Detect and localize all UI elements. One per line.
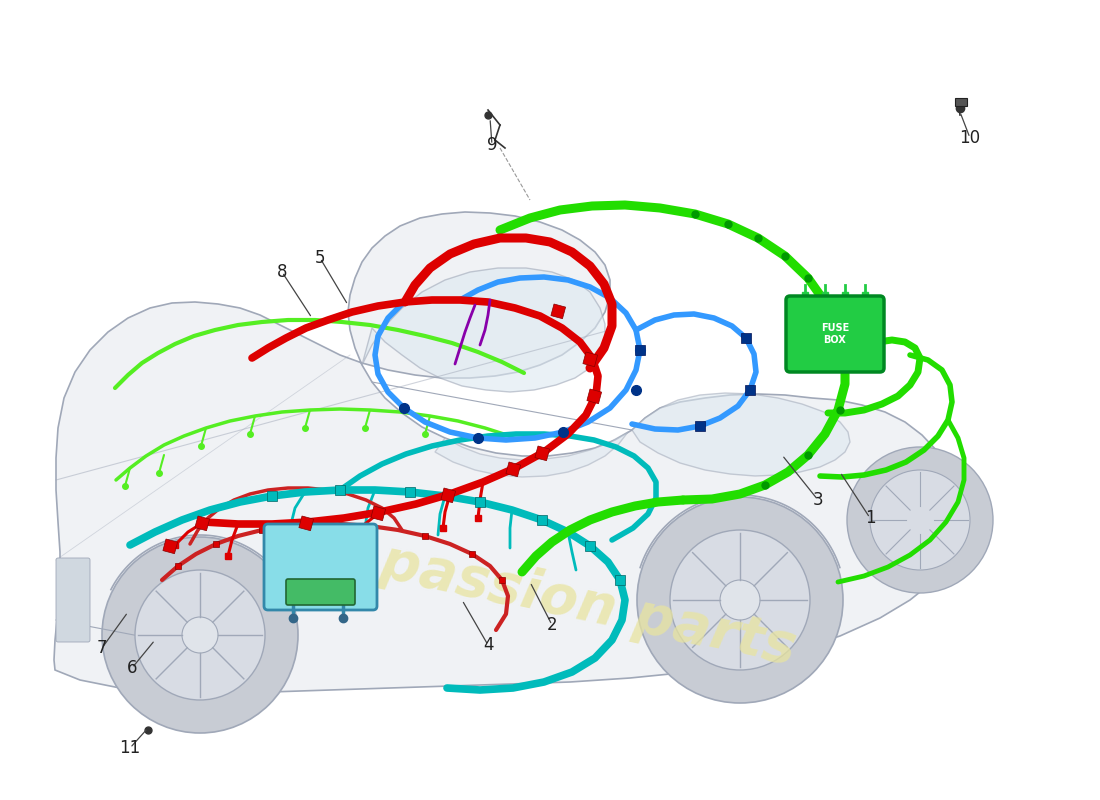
Bar (336, 485, 345, 495)
Text: 6: 6 (126, 659, 138, 677)
Text: FUSE
BOX: FUSE BOX (821, 323, 849, 345)
Bar (163, 539, 177, 554)
Bar (587, 389, 602, 404)
Polygon shape (632, 393, 850, 476)
Text: 7: 7 (97, 639, 108, 657)
Text: 4: 4 (483, 636, 493, 654)
Circle shape (102, 537, 298, 733)
Text: 3: 3 (813, 491, 823, 509)
Bar (745, 385, 755, 395)
Circle shape (870, 470, 970, 570)
Bar (195, 516, 210, 530)
Bar (535, 446, 550, 461)
Text: 8: 8 (277, 263, 287, 281)
Bar (585, 541, 595, 551)
Text: a passion parts: a passion parts (319, 524, 801, 676)
Bar (405, 487, 415, 497)
Circle shape (670, 530, 810, 670)
FancyBboxPatch shape (286, 579, 355, 605)
Text: 1: 1 (865, 509, 876, 527)
Bar (371, 506, 386, 521)
Bar (583, 352, 597, 366)
Bar (741, 333, 751, 343)
Bar (506, 462, 520, 477)
FancyBboxPatch shape (56, 558, 90, 642)
Text: 2: 2 (547, 616, 558, 634)
Bar (551, 304, 565, 318)
Bar (299, 516, 314, 530)
FancyBboxPatch shape (786, 296, 884, 372)
Bar (615, 575, 625, 585)
Circle shape (637, 497, 843, 703)
Bar (537, 515, 547, 525)
Bar (267, 491, 277, 501)
Circle shape (847, 447, 993, 593)
Text: 5: 5 (315, 249, 326, 267)
Bar (695, 421, 705, 431)
Polygon shape (54, 212, 962, 693)
Text: 9: 9 (486, 136, 497, 154)
Polygon shape (434, 432, 628, 477)
Bar (475, 497, 485, 507)
Circle shape (720, 580, 760, 620)
Bar (955, 98, 967, 106)
Text: 10: 10 (959, 129, 980, 147)
Polygon shape (362, 268, 605, 392)
Bar (441, 488, 455, 502)
Circle shape (135, 570, 265, 700)
Circle shape (182, 617, 218, 653)
Text: 11: 11 (120, 739, 141, 757)
Bar (635, 345, 645, 355)
FancyBboxPatch shape (264, 524, 377, 610)
